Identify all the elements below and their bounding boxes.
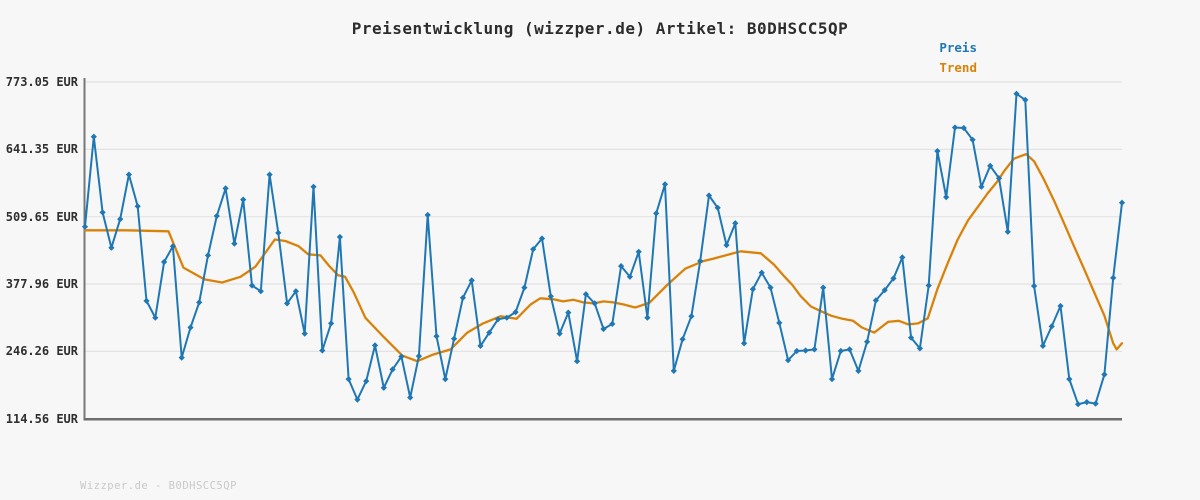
y-axis-labels: 773.05 EUR 641.35 EUR 509.65 EUR 377.96 EUR… <box>0 0 78 440</box>
legend-item-preis: Preis <box>939 40 977 55</box>
y-tick-label: 641.35 EUR <box>5 142 78 157</box>
y-tick-label: 509.65 EUR <box>5 209 78 224</box>
preis-markers <box>81 90 1126 408</box>
chart-title: Preisentwicklung (wizzper.de) Artikel: B… <box>351 19 849 38</box>
watermark-text: Wizzper.de - B0DHSCC5QP <box>80 480 237 492</box>
y-tick-label: 377.96 EUR <box>5 277 78 292</box>
preis-line <box>84 92 1123 406</box>
y-tick-label: 246.26 EUR <box>5 344 78 359</box>
y-tick-label: 114.56 EUR <box>5 411 78 426</box>
y-tick-label: 773.05 EUR <box>5 75 78 89</box>
legend-item-trend: Trend <box>939 60 977 75</box>
